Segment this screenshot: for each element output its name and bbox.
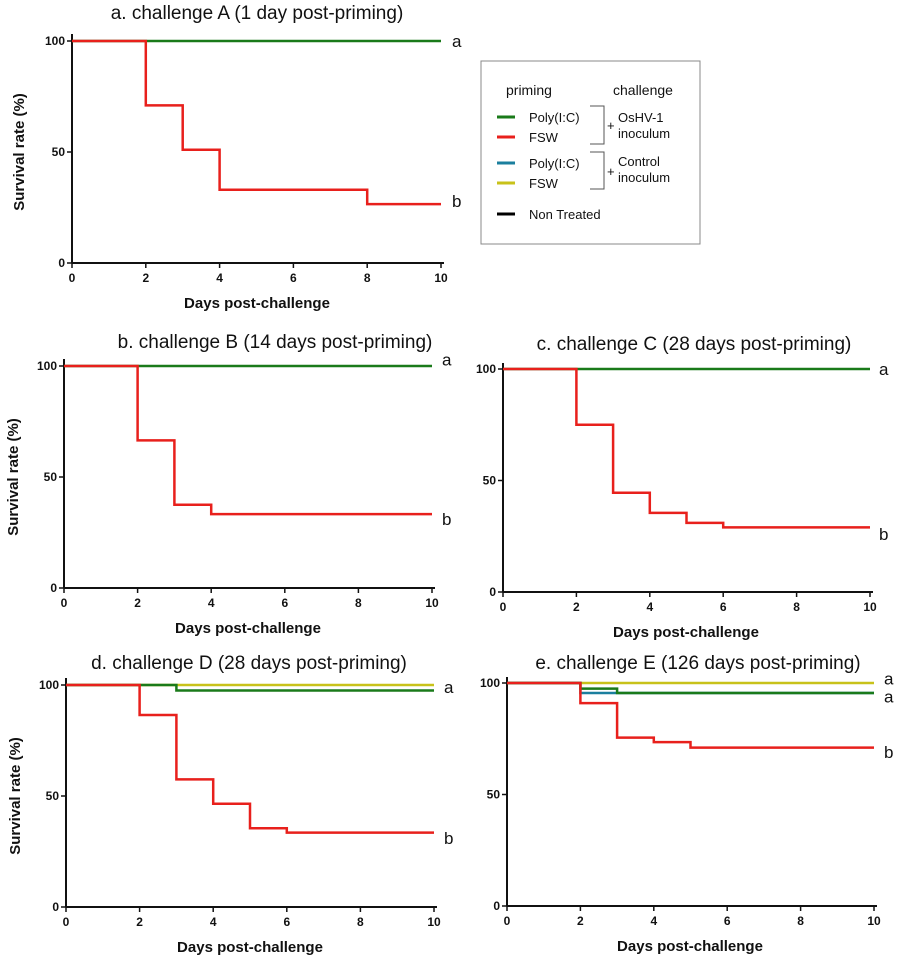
significance-letter: b <box>884 743 893 762</box>
legend-label-poly-ic-oshv: Poly(I:C) <box>529 110 580 125</box>
x-axis-label: Days post-challenge <box>184 295 330 312</box>
y-tick-label: 100 <box>45 34 65 48</box>
significance-letter: a <box>444 678 454 697</box>
x-tick-label: 2 <box>577 914 584 928</box>
series-poly-i-c-oshv-1 <box>507 681 874 695</box>
legend-plus-oshv: + <box>607 118 615 133</box>
x-tick-label: 2 <box>134 596 141 610</box>
chart-title: a. challenge A (1 day post-priming) <box>111 3 404 24</box>
series-fsw-oshv-1 <box>503 367 870 529</box>
x-axis-label: Days post-challenge <box>175 620 321 637</box>
series-fsw-oshv-1 <box>507 681 874 749</box>
x-tick-label: 8 <box>357 915 364 929</box>
y-tick-label: 50 <box>483 474 497 488</box>
legend-header-priming: priming <box>506 82 552 98</box>
x-tick-label: 0 <box>504 914 511 928</box>
x-tick-label: 4 <box>216 271 223 285</box>
chart-title: d. challenge D (28 days post-priming) <box>91 653 407 674</box>
chart-b: b. challenge B (14 days post-priming) 0 2 4… <box>5 332 452 637</box>
x-tick-label: 6 <box>720 600 727 614</box>
x-tick-label: 10 <box>427 915 441 929</box>
significance-letter: a <box>884 670 894 689</box>
x-tick-label: 2 <box>142 271 149 285</box>
y-tick-label: 0 <box>489 585 496 599</box>
charts-layer: a. challenge A (1 day post-priming) 0 2 4 6 8… <box>5 3 894 956</box>
y-tick-label: 100 <box>476 362 496 376</box>
significance-letter: b <box>879 525 888 544</box>
chart-a: a. challenge A (1 day post-priming) 0 2 4 6 8… <box>11 3 462 312</box>
y-tick-label: 0 <box>58 256 65 270</box>
y-tick-label: 0 <box>50 581 57 595</box>
significance-letter: a <box>884 687 894 706</box>
legend-label-poly-ic-control: Poly(I:C) <box>529 156 580 171</box>
x-tick-label: 6 <box>290 271 297 285</box>
significance-letter: a <box>442 350 452 369</box>
x-tick-label: 0 <box>69 271 76 285</box>
x-tick-label: 10 <box>863 600 877 614</box>
legend-bracket-control <box>590 151 605 190</box>
y-axis-label: Survival rate (%) <box>5 418 22 536</box>
x-tick-label: 6 <box>724 914 731 928</box>
x-axis-label: Days post-challenge <box>617 938 763 955</box>
legend-label-non-treated: Non Treated <box>529 207 601 222</box>
legend-group-control-line2: inoculum <box>618 170 670 185</box>
legend-group-oshv-line1: OsHV-1 <box>618 110 664 125</box>
y-tick-label: 50 <box>487 788 501 802</box>
x-tick-label: 8 <box>364 271 371 285</box>
x-tick-label: 2 <box>136 915 143 929</box>
y-tick-label: 0 <box>493 899 500 913</box>
significance-letter: a <box>452 32 462 51</box>
series-fsw-oshv-1 <box>72 39 441 206</box>
x-tick-label: 10 <box>867 914 881 928</box>
y-axis-label: Survival rate (%) <box>7 737 24 855</box>
x-tick-label: 6 <box>281 596 288 610</box>
y-tick-label: 0 <box>52 900 59 914</box>
series-poly-i-c-control <box>507 681 874 695</box>
x-tick-label: 6 <box>283 915 290 929</box>
y-tick-label: 50 <box>44 470 58 484</box>
x-axis-label: Days post-challenge <box>177 939 323 956</box>
legend-label-fsw-control: FSW <box>529 176 559 191</box>
x-axis-label: Days post-challenge <box>613 624 759 641</box>
y-tick-label: 50 <box>52 145 66 159</box>
x-tick-label: 8 <box>797 914 804 928</box>
x-tick-label: 4 <box>646 600 653 614</box>
x-tick-label: 8 <box>793 600 800 614</box>
y-tick-label: 100 <box>480 676 500 690</box>
x-tick-label: 4 <box>650 914 657 928</box>
x-tick-label: 8 <box>355 596 362 610</box>
x-tick-label: 0 <box>63 915 70 929</box>
chart-e: e. challenge E (126 days post-priming) 0 2… <box>480 653 894 955</box>
y-tick-label: 100 <box>37 359 57 373</box>
significance-letter: b <box>452 192 461 211</box>
x-tick-label: 10 <box>434 271 448 285</box>
x-tick-label: 10 <box>425 596 439 610</box>
significance-letter: b <box>444 829 453 848</box>
y-tick-label: 50 <box>46 789 60 803</box>
chart-title: c. challenge C (28 days post-priming) <box>537 334 852 355</box>
legend-group-oshv-line2: inoculum <box>618 126 670 141</box>
chart-c: c. challenge C (28 days post-priming) 0 2 4… <box>476 334 889 641</box>
x-tick-label: 2 <box>573 600 580 614</box>
legend-group-control-line1: Control <box>618 154 660 169</box>
significance-letter: a <box>879 360 889 379</box>
series-fsw-oshv-1 <box>66 683 434 834</box>
legend-header-challenge: challenge <box>613 82 673 98</box>
x-tick-label: 0 <box>500 600 507 614</box>
legend: priming challenge Poly(I:C) FSW + OsHV-1… <box>480 60 701 245</box>
legend-bracket-oshv <box>590 105 605 145</box>
chart-title: e. challenge E (126 days post-priming) <box>535 653 860 674</box>
chart-d: d. challenge D (28 days post-priming) 0 2 4… <box>7 653 454 956</box>
legend-label-fsw-oshv: FSW <box>529 130 559 145</box>
x-tick-label: 0 <box>61 596 68 610</box>
x-tick-label: 4 <box>208 596 215 610</box>
significance-letter: b <box>442 510 451 529</box>
y-tick-label: 100 <box>39 678 59 692</box>
series-fsw-oshv-1 <box>64 364 432 516</box>
chart-title: b. challenge B (14 days post-priming) <box>118 332 433 353</box>
legend-plus-control: + <box>607 164 615 179</box>
y-axis-label: Survival rate (%) <box>11 93 28 211</box>
x-tick-label: 4 <box>210 915 217 929</box>
